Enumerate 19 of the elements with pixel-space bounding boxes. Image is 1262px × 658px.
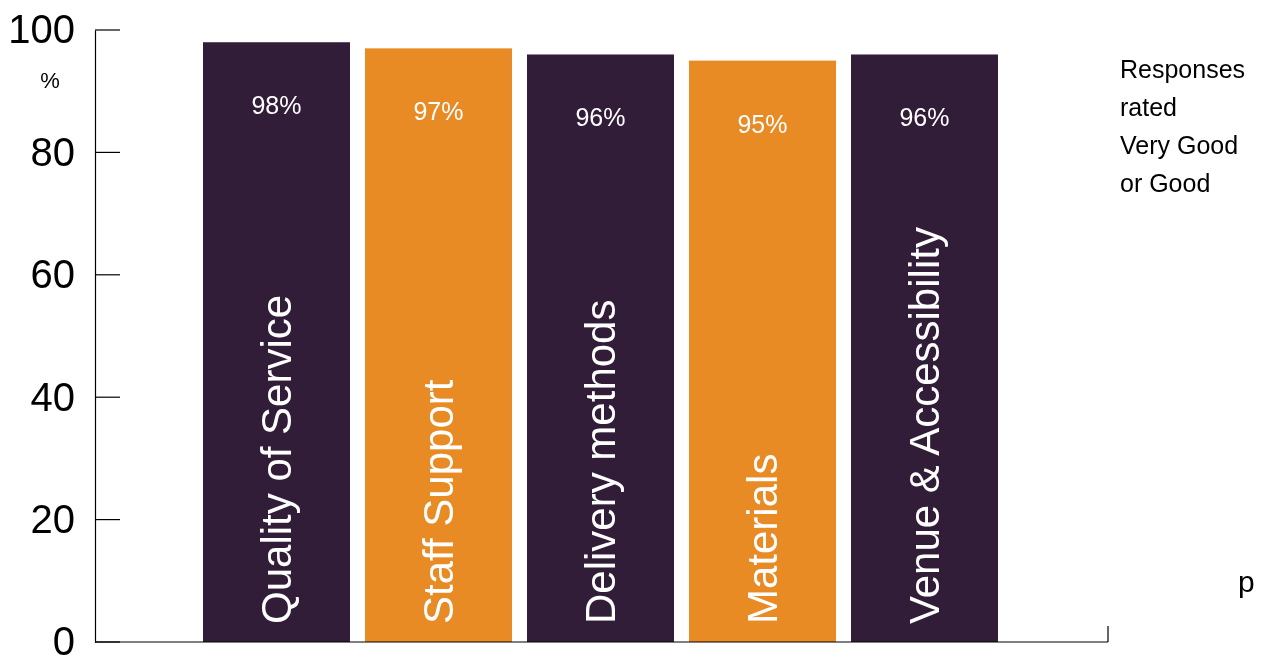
data-label: 97%	[413, 97, 464, 126]
y-tick-label: 0	[52, 619, 75, 658]
text: Responses rated Very Good or Good	[1120, 55, 1246, 197]
x-tick-label: Quality of Service	[252, 294, 300, 624]
x-tick-label: Delivery methods	[576, 299, 624, 624]
x-tick-label: Staff Support	[414, 379, 462, 624]
y-axis-title: %	[40, 68, 60, 93]
text: p	[1238, 565, 1255, 598]
x-tick-label: Venue & Accessibility	[900, 227, 948, 624]
y-tick-label: 20	[30, 496, 75, 541]
data-label: 96%	[575, 103, 626, 132]
y-tick-label: 60	[30, 252, 75, 297]
x-tick-label: Materials	[738, 453, 786, 624]
data-label: 95%	[737, 109, 788, 138]
data-label: 96%	[899, 103, 950, 132]
y-tick-label: 40	[30, 374, 75, 419]
y-tick-label: 80	[30, 129, 75, 174]
data-label: 98%	[251, 91, 302, 120]
y-tick-label: 100	[8, 7, 75, 52]
